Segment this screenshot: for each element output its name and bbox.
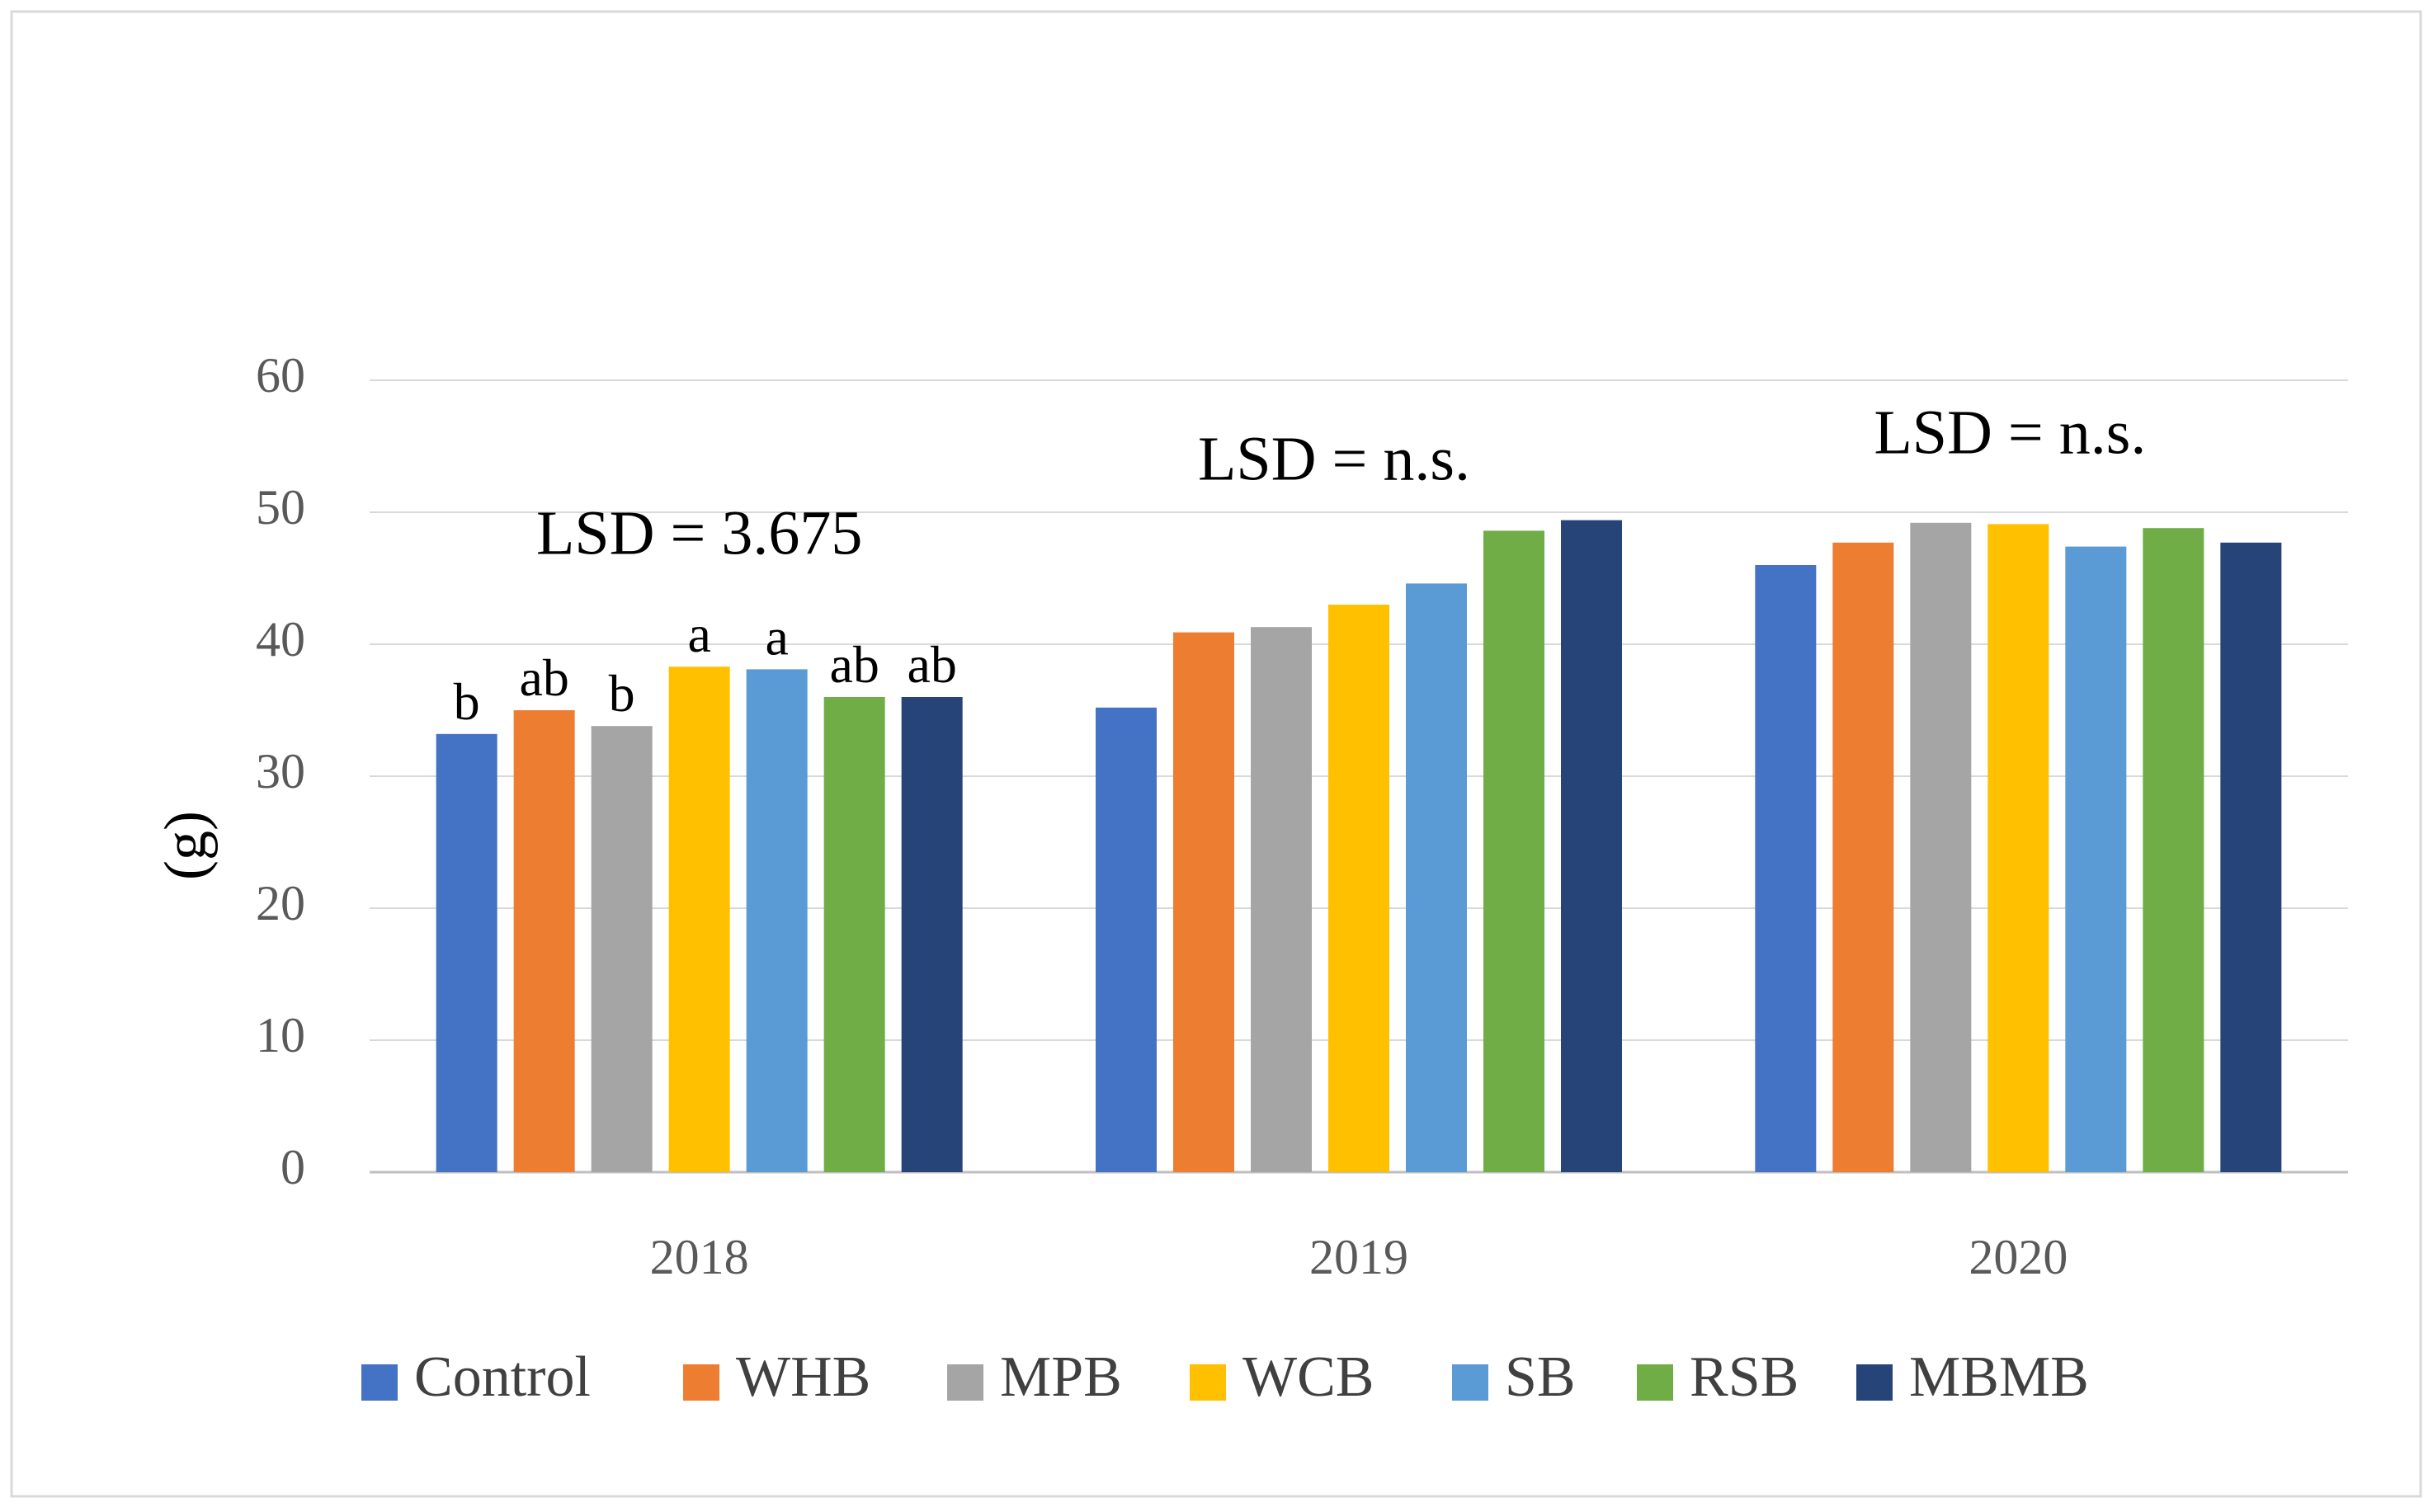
significance-letter: ab bbox=[519, 648, 568, 707]
y-tick-label: 30 bbox=[256, 744, 305, 798]
bar-mpb-2019 bbox=[1251, 627, 1312, 1172]
y-tick-label: 40 bbox=[256, 612, 305, 667]
bar-wcb-2019 bbox=[1328, 605, 1389, 1172]
x-axis-ticks: 2018 2019 2020 bbox=[650, 1230, 2068, 1284]
bar-rsb-2020 bbox=[2143, 528, 2204, 1172]
y-tick-label: 60 bbox=[256, 348, 305, 403]
legend-swatch-mbmb bbox=[1856, 1364, 1893, 1401]
significance-letters: b ab ba a ab ab bbox=[454, 605, 957, 731]
x-tick-label: 2020 bbox=[1969, 1230, 2068, 1284]
y-tick-label: 0 bbox=[281, 1140, 305, 1194]
legend-label-rsb: RSB bbox=[1690, 1345, 1799, 1409]
lsd-annotation: LSD = n.s. bbox=[1198, 424, 1470, 493]
bar-mpb-2018 bbox=[591, 726, 653, 1172]
bar-whb-2018 bbox=[513, 710, 575, 1172]
bar-rsb-2018 bbox=[823, 697, 885, 1172]
legend-swatch-sb bbox=[1452, 1364, 1488, 1401]
bar-mbmb-2018 bbox=[901, 697, 963, 1172]
significance-letter: b bbox=[454, 672, 480, 731]
legend-label-sb: SB bbox=[1505, 1345, 1576, 1409]
bar-control-2020 bbox=[1755, 565, 1817, 1172]
bar-whb-2020 bbox=[1832, 542, 1894, 1172]
bar-mbmb-2019 bbox=[1561, 520, 1622, 1172]
legend-label-whb: WHB bbox=[736, 1345, 870, 1409]
legend-swatch-wcb bbox=[1190, 1364, 1226, 1401]
bar-rsb-2019 bbox=[1483, 530, 1544, 1172]
x-tick-label: 2018 bbox=[650, 1230, 749, 1284]
bar-mbmb-2020 bbox=[2220, 542, 2282, 1172]
legend-swatch-mpb bbox=[947, 1364, 983, 1401]
legend-label-wcb: WCB bbox=[1242, 1345, 1374, 1409]
y-axis-ticks: 0 10 20 30 40 50 60 bbox=[256, 348, 305, 1194]
legend-swatch-whb bbox=[683, 1364, 719, 1401]
bar-sb-2020 bbox=[2065, 546, 2127, 1172]
significance-letter: b bbox=[609, 664, 635, 723]
bar-whb-2019 bbox=[1173, 632, 1234, 1172]
bar-wcb-2018 bbox=[668, 667, 730, 1172]
bar-wcb-2020 bbox=[1987, 524, 2049, 1172]
significance-letter: ab bbox=[907, 635, 956, 694]
lsd-annotation: LSD = n.s. bbox=[1874, 398, 2146, 467]
y-tick-label: 50 bbox=[256, 480, 305, 535]
lsd-annotation: LSD = 3.675 bbox=[536, 498, 862, 568]
legend: Control WHB MPB WCB SB RSB MBMB bbox=[361, 1345, 2089, 1409]
legend-swatch-rsb bbox=[1637, 1364, 1673, 1401]
significance-letter: ab bbox=[829, 635, 879, 694]
y-tick-label: 10 bbox=[256, 1008, 305, 1062]
legend-swatch-control bbox=[361, 1364, 398, 1401]
bar-control-2019 bbox=[1096, 707, 1157, 1172]
bars bbox=[436, 520, 2282, 1172]
bar-control-2018 bbox=[436, 733, 497, 1172]
bar-mpb-2020 bbox=[1910, 522, 1972, 1172]
bar-sb-2019 bbox=[1406, 583, 1467, 1172]
legend-label-mbmb: MBMB bbox=[1909, 1345, 2089, 1409]
legend-label-mpb: MPB bbox=[1000, 1345, 1122, 1409]
lsd-annotations: LSD = 3.675 LSD = n.s. LSD = n.s. bbox=[536, 398, 2146, 568]
y-tick-label: 20 bbox=[256, 876, 305, 930]
x-tick-label: 2019 bbox=[1309, 1230, 1408, 1284]
bar-sb-2018 bbox=[746, 669, 808, 1172]
significance-letter: a bbox=[765, 607, 788, 666]
y-axis-label: (g) bbox=[153, 811, 219, 880]
legend-label-control: Control bbox=[414, 1345, 591, 1409]
significance-letter: a bbox=[687, 605, 710, 663]
